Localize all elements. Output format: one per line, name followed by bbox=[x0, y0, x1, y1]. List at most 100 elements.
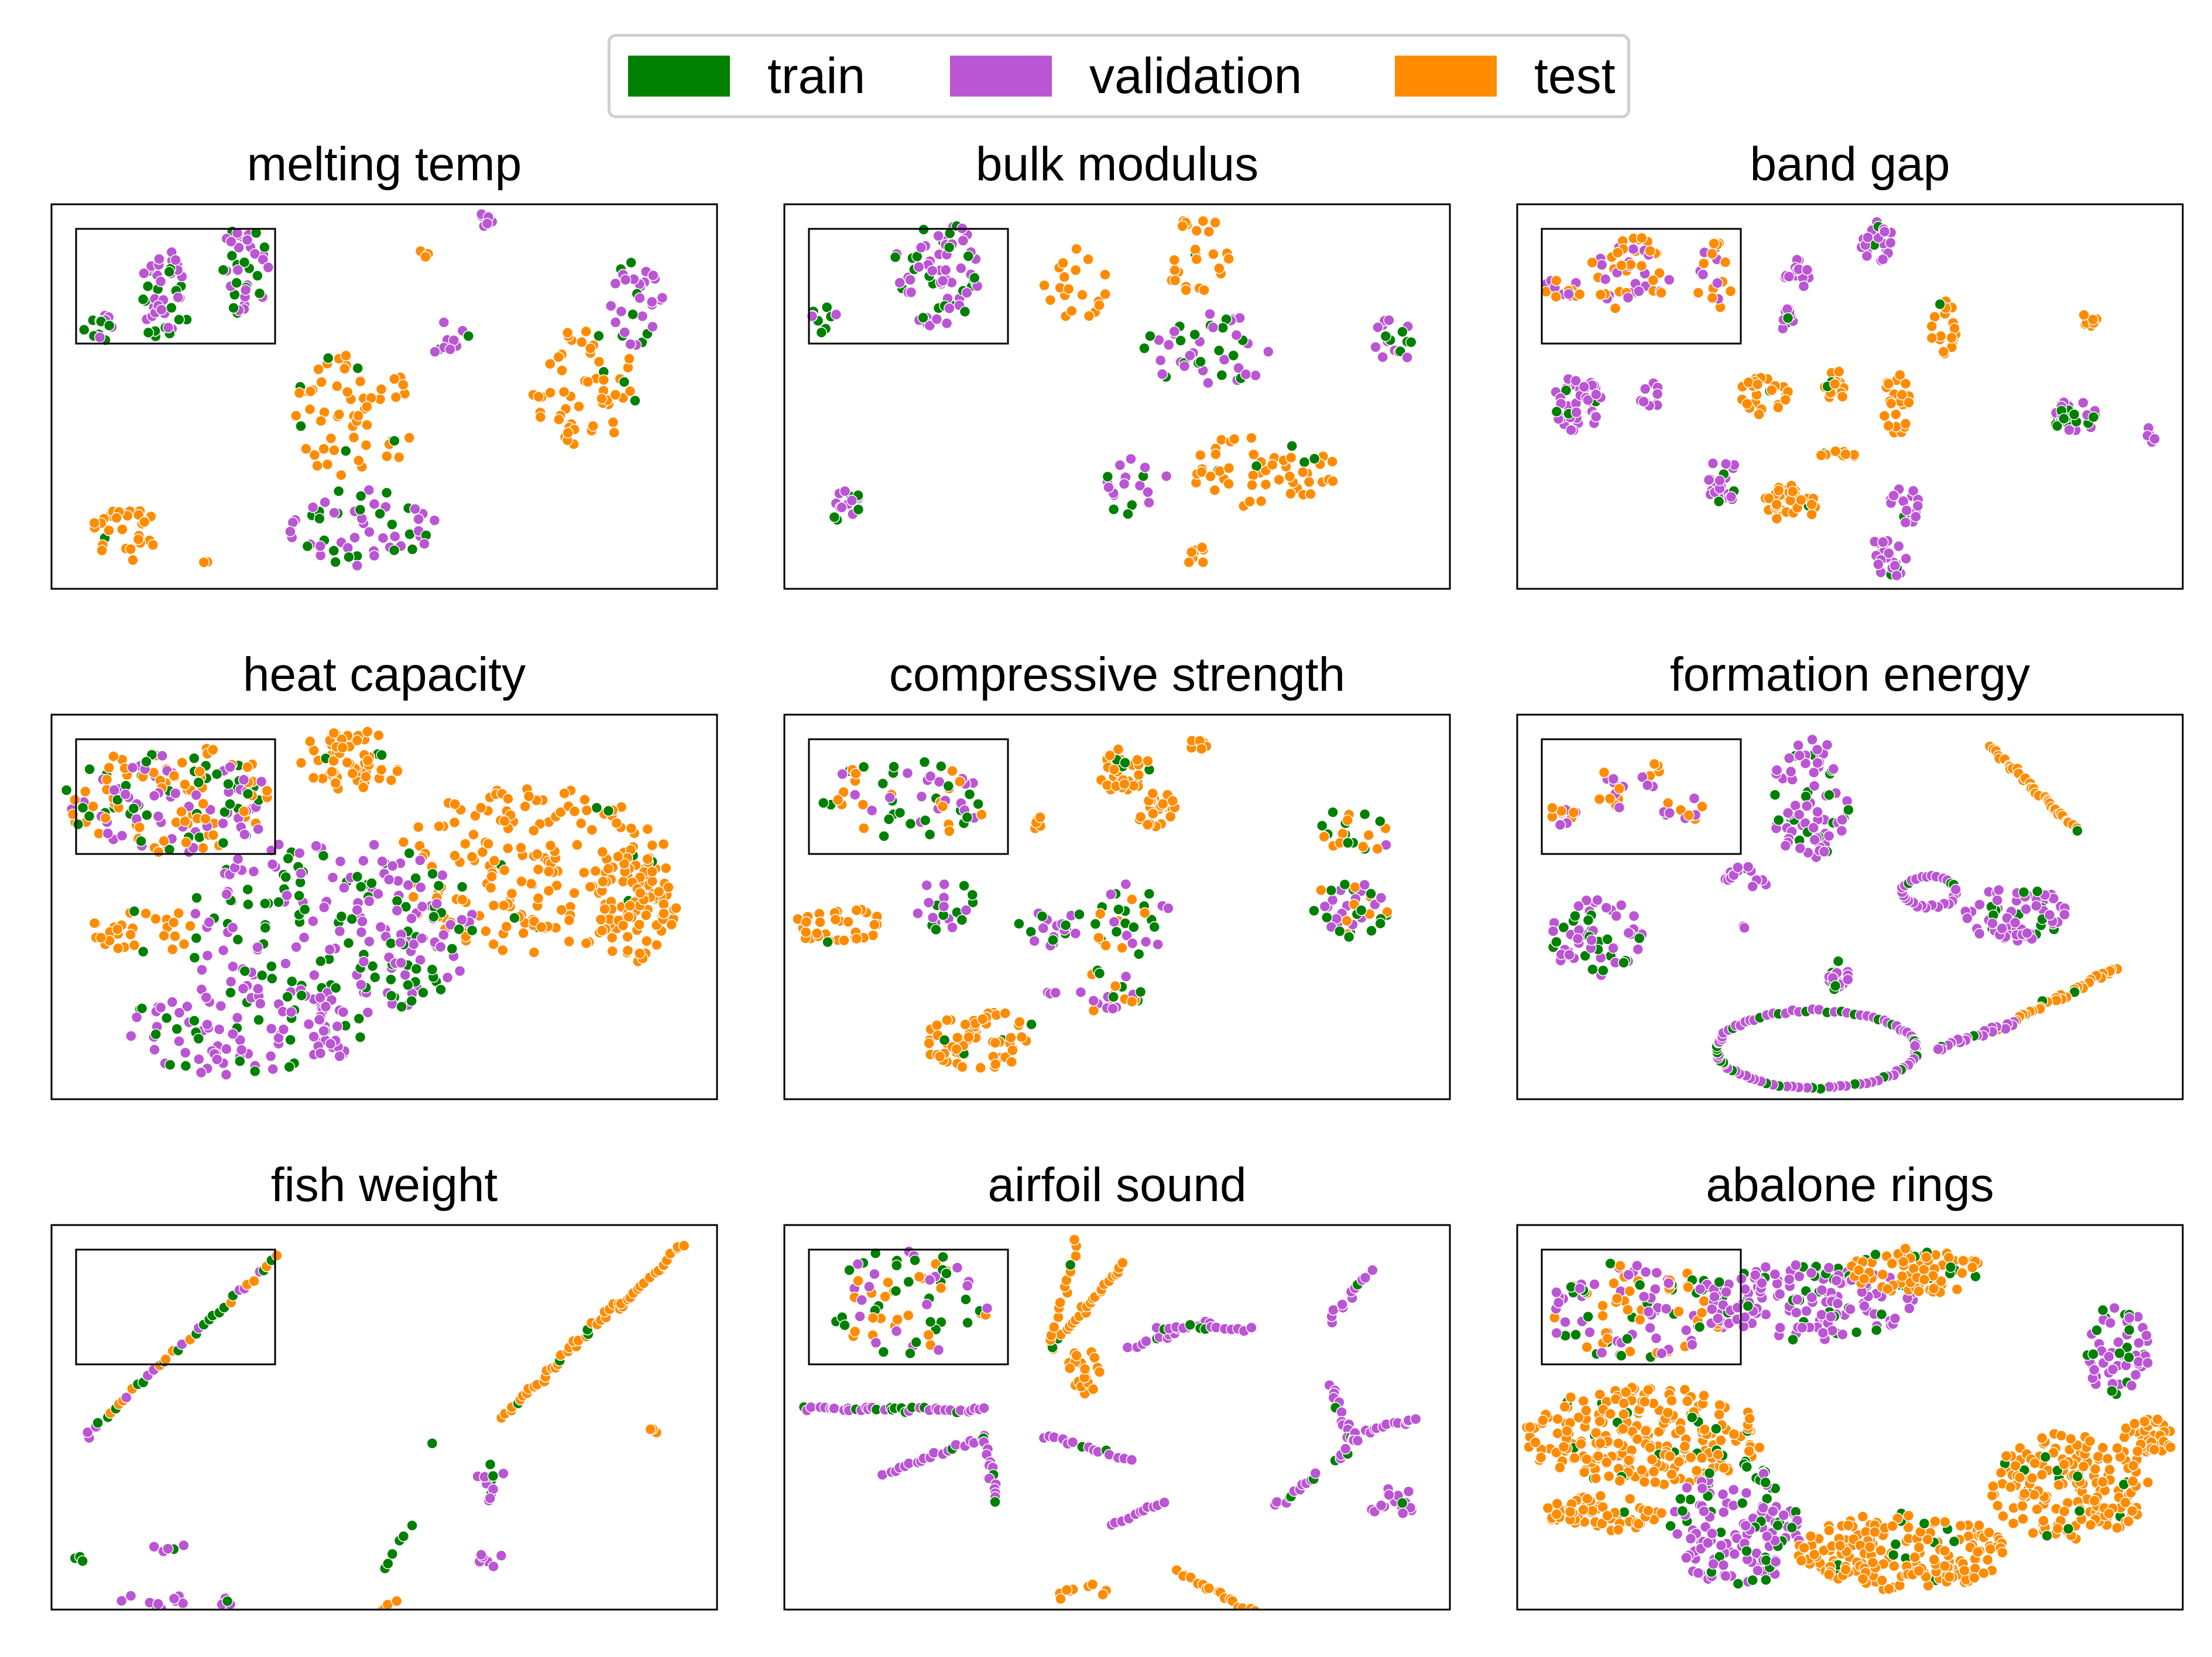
point-test bbox=[1620, 1386, 1632, 1398]
point-validation bbox=[363, 526, 375, 538]
point-test bbox=[2138, 1416, 2151, 1428]
point-test bbox=[1943, 1251, 1955, 1264]
point-train bbox=[426, 1438, 438, 1449]
point-train bbox=[2068, 409, 2080, 420]
point-validation bbox=[1596, 1347, 1608, 1358]
point-test bbox=[543, 885, 555, 897]
point-validation bbox=[1909, 1040, 1921, 1052]
point-validation bbox=[231, 1012, 244, 1024]
point-validation bbox=[324, 944, 336, 956]
point-test bbox=[1183, 556, 1195, 568]
point-test bbox=[390, 391, 402, 403]
point-train bbox=[962, 250, 975, 262]
point-test bbox=[128, 939, 140, 951]
point-validation bbox=[1888, 489, 1899, 502]
point-test bbox=[88, 517, 100, 529]
point-validation bbox=[1987, 917, 1998, 929]
point-train bbox=[2058, 413, 2070, 424]
point-train bbox=[1665, 1520, 1676, 1532]
point-validation bbox=[172, 291, 184, 303]
point-test bbox=[1642, 1505, 1654, 1517]
point-validation bbox=[625, 338, 636, 350]
point-test bbox=[2036, 1432, 2048, 1444]
point-train bbox=[1405, 336, 1417, 348]
point-train bbox=[314, 513, 325, 524]
panel-heat-capacity bbox=[50, 713, 718, 1100]
point-train bbox=[1693, 1321, 1706, 1333]
point-test bbox=[1682, 1281, 1694, 1294]
point-test bbox=[358, 781, 369, 794]
point-test bbox=[867, 1312, 879, 1324]
point-test bbox=[1568, 807, 1580, 818]
point-train bbox=[446, 943, 458, 955]
point-validation bbox=[1685, 1532, 1697, 1545]
point-train bbox=[1560, 385, 1572, 396]
point-train bbox=[960, 1294, 972, 1305]
point-train bbox=[83, 810, 95, 822]
point-test bbox=[158, 929, 170, 942]
point-test bbox=[611, 817, 623, 829]
point-test bbox=[1057, 257, 1069, 269]
point-test bbox=[1582, 1493, 1593, 1505]
point-validation bbox=[201, 949, 214, 962]
point-validation bbox=[1383, 1489, 1395, 1501]
point-test bbox=[390, 1595, 403, 1607]
legend: train validation test bbox=[608, 34, 1630, 118]
point-test bbox=[1191, 225, 1203, 237]
point-validation bbox=[1642, 1306, 1655, 1318]
point-test bbox=[1995, 1467, 2007, 1478]
point-validation bbox=[227, 1028, 239, 1040]
point-validation bbox=[1761, 1531, 1773, 1542]
point-test bbox=[666, 918, 677, 931]
point-test bbox=[1939, 1516, 1951, 1528]
point-test bbox=[2027, 1527, 2039, 1539]
point-test bbox=[1899, 1243, 1911, 1254]
point-train bbox=[1325, 884, 1338, 897]
point-test bbox=[2087, 314, 2099, 325]
point-validation bbox=[1246, 1322, 1257, 1333]
point-validation bbox=[609, 317, 622, 328]
point-validation bbox=[1709, 1291, 1720, 1303]
point-train bbox=[1850, 1326, 1863, 1339]
point-test bbox=[1079, 1363, 1091, 1375]
point-train bbox=[266, 973, 278, 984]
point-train bbox=[1093, 968, 1106, 979]
point-test bbox=[381, 450, 393, 462]
point-test bbox=[69, 794, 81, 806]
point-validation bbox=[1681, 1552, 1692, 1564]
point-test bbox=[352, 410, 364, 422]
point-test bbox=[1371, 843, 1383, 855]
point-test bbox=[1273, 474, 1285, 486]
point-test bbox=[502, 793, 514, 805]
point-validation bbox=[1806, 733, 1818, 746]
point-validation bbox=[262, 262, 275, 273]
point-train bbox=[330, 556, 341, 568]
point-test bbox=[2019, 1488, 2031, 1500]
point-validation bbox=[148, 1541, 160, 1553]
point-validation bbox=[217, 944, 229, 956]
point-validation bbox=[196, 964, 208, 976]
point-validation bbox=[1756, 1277, 1768, 1289]
point-test bbox=[366, 1611, 376, 1621]
point-test bbox=[1896, 389, 1908, 401]
point-train bbox=[1772, 814, 1785, 826]
point-validation bbox=[1740, 1487, 1753, 1499]
point-test bbox=[1581, 1341, 1593, 1353]
point-test bbox=[1082, 253, 1094, 265]
point-validation bbox=[498, 1467, 509, 1480]
point-validation bbox=[1767, 1505, 1779, 1517]
point-test bbox=[579, 794, 591, 805]
point-validation bbox=[1740, 1519, 1752, 1532]
point-train bbox=[1089, 918, 1102, 930]
point-validation bbox=[1688, 793, 1700, 804]
point-train bbox=[217, 264, 229, 276]
point-validation bbox=[358, 855, 369, 867]
point-validation bbox=[1641, 779, 1654, 791]
point-validation bbox=[1377, 351, 1388, 363]
point-test bbox=[563, 914, 575, 927]
point-train bbox=[1569, 910, 1581, 922]
point-test bbox=[515, 842, 527, 854]
inset-box bbox=[75, 1248, 276, 1366]
point-validation bbox=[1125, 453, 1137, 465]
point-test bbox=[96, 544, 108, 557]
